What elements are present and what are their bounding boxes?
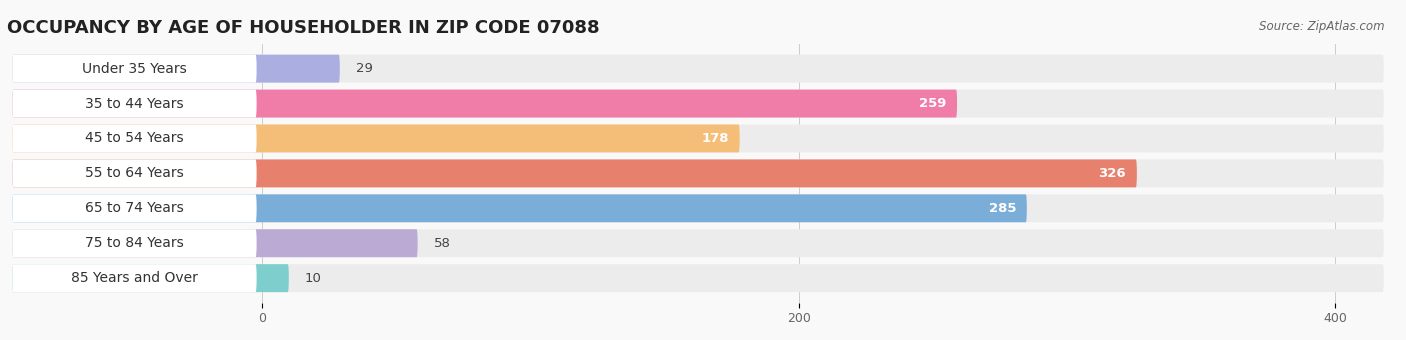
Text: 35 to 44 Years: 35 to 44 Years [86, 97, 184, 110]
Text: Under 35 Years: Under 35 Years [82, 62, 187, 75]
FancyBboxPatch shape [13, 159, 1384, 187]
Text: 75 to 84 Years: 75 to 84 Years [86, 236, 184, 250]
FancyBboxPatch shape [13, 194, 1026, 222]
FancyBboxPatch shape [13, 90, 257, 118]
Text: 45 to 54 Years: 45 to 54 Years [86, 132, 184, 146]
Text: 65 to 74 Years: 65 to 74 Years [86, 201, 184, 215]
FancyBboxPatch shape [13, 90, 957, 118]
FancyBboxPatch shape [13, 159, 257, 187]
FancyBboxPatch shape [13, 229, 418, 257]
Text: 29: 29 [356, 62, 373, 75]
FancyBboxPatch shape [13, 194, 257, 222]
Text: 259: 259 [920, 97, 946, 110]
FancyBboxPatch shape [13, 90, 1384, 118]
FancyBboxPatch shape [13, 264, 288, 292]
FancyBboxPatch shape [13, 264, 1384, 292]
FancyBboxPatch shape [13, 124, 740, 152]
FancyBboxPatch shape [13, 55, 257, 83]
FancyBboxPatch shape [13, 159, 1137, 187]
FancyBboxPatch shape [13, 124, 1384, 152]
Text: 58: 58 [433, 237, 450, 250]
Text: OCCUPANCY BY AGE OF HOUSEHOLDER IN ZIP CODE 07088: OCCUPANCY BY AGE OF HOUSEHOLDER IN ZIP C… [7, 19, 599, 37]
FancyBboxPatch shape [13, 194, 1384, 222]
FancyBboxPatch shape [13, 264, 257, 292]
FancyBboxPatch shape [13, 124, 257, 152]
Text: 285: 285 [988, 202, 1017, 215]
FancyBboxPatch shape [13, 55, 1384, 83]
Text: 178: 178 [702, 132, 728, 145]
Text: 55 to 64 Years: 55 to 64 Years [86, 166, 184, 181]
Text: 10: 10 [305, 272, 322, 285]
FancyBboxPatch shape [13, 55, 340, 83]
FancyBboxPatch shape [13, 229, 257, 257]
Text: Source: ZipAtlas.com: Source: ZipAtlas.com [1260, 20, 1385, 33]
Text: 85 Years and Over: 85 Years and Over [72, 271, 198, 285]
FancyBboxPatch shape [13, 229, 1384, 257]
Text: 326: 326 [1098, 167, 1126, 180]
